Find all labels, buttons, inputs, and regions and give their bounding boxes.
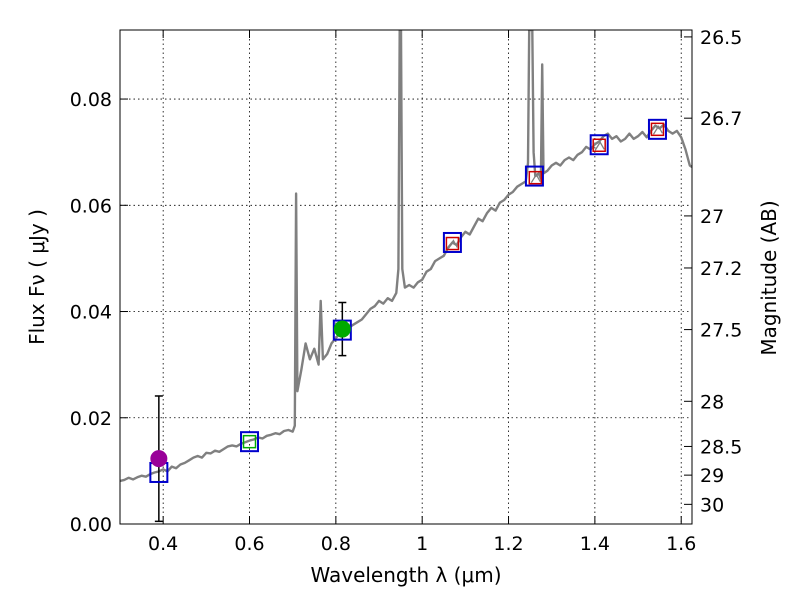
- model-box-marker: [647, 118, 667, 140]
- y-right-tick-label: 28: [700, 391, 724, 413]
- y-right-tick-label: 29: [700, 465, 724, 487]
- y-tick-label: 0.02: [70, 408, 112, 430]
- y-right-tick-label: 30: [700, 494, 724, 516]
- x-tick-label: 0.6: [234, 533, 264, 555]
- nir-marker-tick: [594, 141, 605, 151]
- y-right-tick-label: 26.7: [700, 108, 742, 130]
- y-right-tick-label: 27: [700, 206, 724, 228]
- x-tick-label: 0.8: [321, 533, 351, 555]
- x-tick-label: 1.2: [493, 533, 523, 555]
- nir-marker-tick: [652, 125, 664, 135]
- y-right-tick-label: 26.5: [700, 27, 742, 49]
- y-axis-label: Flux Fν ( μJy ): [25, 209, 49, 345]
- y-right-tick-label: 28.5: [700, 436, 742, 458]
- ticks: 0.4 0.6 0.8 1 1.2 1.4 1.6 0.00 0.02 0.04 0.06 0.08 2…: [70, 27, 743, 555]
- series-layer: [120, 30, 692, 523]
- x-tick-label: 0.4: [148, 533, 178, 555]
- y-tick-label: 0.08: [70, 89, 112, 111]
- x-tick-label: 1.6: [666, 533, 696, 555]
- model-box-marker: [240, 431, 260, 453]
- spectrum-line: [120, 30, 692, 483]
- f606w-marker: [242, 434, 257, 449]
- model-box-marker: [589, 134, 609, 156]
- x-tick-label: 1.4: [580, 533, 610, 555]
- grid: [120, 30, 692, 525]
- y-tick-label: 0.00: [70, 514, 112, 536]
- nir-marker: [650, 122, 665, 137]
- nir-marker-tick: [530, 173, 541, 184]
- x-axis-label: Wavelength λ (μm): [310, 563, 501, 587]
- y-right-tick-label: 27.5: [700, 320, 742, 342]
- y-right-tick-label: 27.2: [700, 258, 742, 280]
- nir-marker: [592, 138, 606, 153]
- nir-marker-tick: [447, 239, 458, 249]
- model-box-marker: [442, 231, 462, 253]
- photometry-circle: [333, 320, 351, 338]
- photometry-circle: [150, 450, 168, 468]
- x-tick-label: 1: [416, 533, 428, 555]
- y-tick-label: 0.06: [70, 195, 112, 217]
- model-box-marker: [524, 165, 544, 187]
- y-tick-label: 0.04: [70, 302, 112, 324]
- y-axis-right-label: Magnitude (AB): [757, 200, 781, 355]
- nir-marker: [445, 236, 460, 251]
- nir-marker: [528, 170, 543, 185]
- plot-frame: [119, 29, 693, 525]
